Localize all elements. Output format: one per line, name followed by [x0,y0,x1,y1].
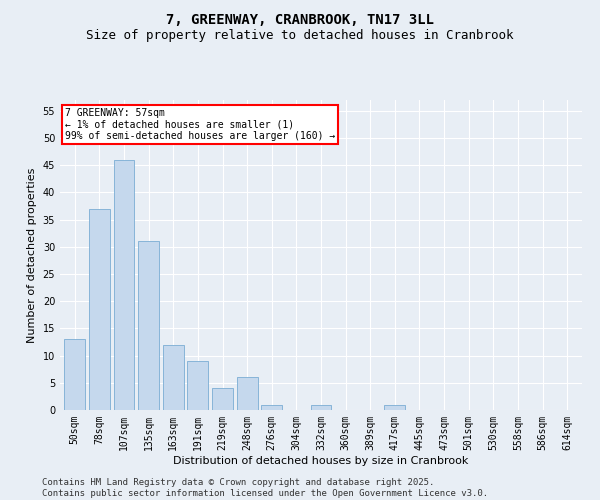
Bar [187,361,208,410]
Bar [138,242,159,410]
Text: Contains HM Land Registry data © Crown copyright and database right 2025.
Contai: Contains HM Land Registry data © Crown c… [42,478,488,498]
Text: 7, GREENWAY, CRANBROOK, TN17 3LL: 7, GREENWAY, CRANBROOK, TN17 3LL [166,12,434,26]
Bar [89,209,110,410]
Bar [64,340,85,410]
Text: Size of property relative to detached houses in Cranbrook: Size of property relative to detached ho… [86,29,514,42]
Text: 7 GREENWAY: 57sqm
← 1% of detached houses are smaller (1)
99% of semi-detached h: 7 GREENWAY: 57sqm ← 1% of detached house… [65,108,335,141]
Bar [385,404,406,410]
Bar [261,404,282,410]
Bar [236,378,257,410]
Bar [311,404,331,410]
Bar [163,344,184,410]
Bar [113,160,134,410]
Y-axis label: Number of detached properties: Number of detached properties [27,168,37,342]
X-axis label: Distribution of detached houses by size in Cranbrook: Distribution of detached houses by size … [173,456,469,466]
Bar [212,388,233,410]
